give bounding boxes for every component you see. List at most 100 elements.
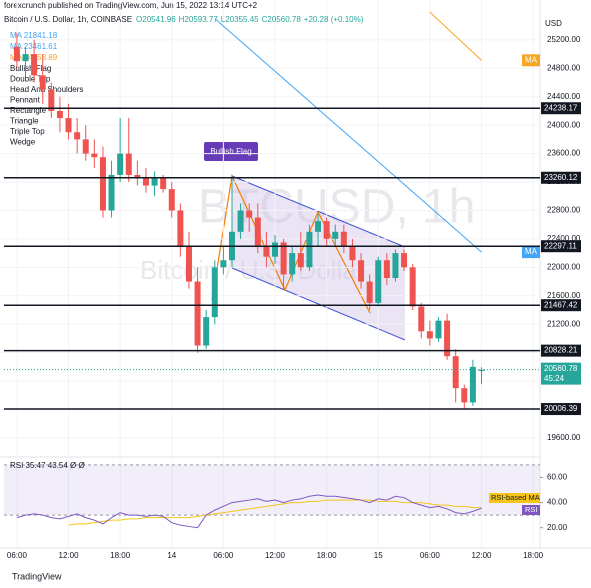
candle-body: [48, 89, 55, 111]
x-tick-label: 18:00: [317, 551, 338, 560]
candle-body: [263, 246, 270, 257]
level-label: 23260.12: [544, 173, 578, 182]
candle-body: [469, 366, 476, 403]
ma-label: MA: [525, 55, 538, 64]
moving-average: [214, 18, 482, 253]
candle-body: [39, 75, 46, 90]
level-label: 20006.39: [544, 404, 578, 413]
candle-body: [435, 320, 442, 339]
candle-body: [272, 242, 279, 257]
level-label-box: [541, 102, 581, 115]
legend-text: Rectangle: [10, 106, 47, 115]
candle-body: [254, 217, 261, 247]
x-tick-label: 18:00: [110, 551, 131, 560]
level-label-box: [541, 171, 581, 184]
ma-label: MA: [525, 247, 538, 256]
candle-body: [65, 118, 72, 133]
y-tick-label: 24000.00: [547, 120, 581, 129]
y-tick-label: 21600.00: [547, 291, 581, 300]
legend-text: Pennant: [10, 96, 41, 105]
price-label: 20560.78: [544, 364, 578, 373]
watermark: Bitcoin / U.S. Dollar: [140, 255, 366, 285]
y-tick-label: 40.00: [547, 498, 568, 507]
x-tick-label: 12:00: [471, 551, 492, 560]
candle-body: [375, 260, 382, 303]
candle-body: [444, 320, 451, 357]
candle-body: [383, 260, 390, 278]
candle-body: [134, 174, 141, 179]
legend-text: C20560.78: [262, 15, 302, 24]
annotation-box: [204, 142, 258, 161]
candle-body: [366, 281, 373, 303]
channel-line: [231, 267, 406, 341]
level-label-box: [541, 403, 581, 416]
level-label-box: [541, 344, 581, 357]
candle-body: [289, 253, 296, 275]
legend-text: Bitcoin / U.S. Dollar, 1h, COINBASE: [4, 15, 132, 24]
moving-average: [429, 11, 482, 61]
legend-text: O20541.96: [136, 15, 176, 24]
y-tick-label: 22800.00: [547, 206, 581, 215]
x-tick-label: 12:00: [265, 551, 286, 560]
y-tick-label: 22400.00: [547, 234, 581, 243]
legend-text: Double Top: [10, 75, 51, 84]
candle-body: [409, 267, 416, 307]
candle-body: [117, 153, 124, 175]
y-tick-label: 25200.00: [547, 35, 581, 44]
rsi-line: [16, 494, 482, 529]
y-tick-label: 19600.00: [547, 433, 581, 442]
candle-body: [220, 260, 227, 268]
candle-body: [246, 210, 253, 218]
annotation: Bullish Flag: [210, 147, 251, 156]
candle-body: [108, 174, 115, 211]
ma-label-box: [522, 246, 540, 259]
candle-body: [237, 210, 244, 232]
level-label: 22297.11: [544, 241, 577, 250]
legend-text: H20593.77: [179, 15, 219, 24]
channel-line: [231, 175, 406, 248]
candle-body: [13, 46, 20, 62]
legend-text: Wedge: [10, 138, 36, 147]
candle-body: [306, 231, 313, 268]
candle-body: [392, 253, 399, 278]
candle-body: [211, 267, 218, 318]
candle-body: [297, 253, 304, 268]
level-label: 24238.17: [544, 103, 578, 112]
ma-label-box: [522, 54, 540, 67]
candle-body: [461, 388, 468, 403]
y-tick-label: 60.00: [547, 473, 568, 482]
header: forexcrunch published on TradingView.com…: [4, 1, 258, 10]
candle-body: [478, 369, 485, 371]
candle-body: [315, 221, 322, 232]
x-tick-label: 15: [374, 551, 383, 560]
candle-body: [160, 178, 167, 190]
x-tick-label: 18:00: [523, 551, 544, 560]
candle-body: [418, 306, 425, 332]
candle-body: [74, 132, 81, 140]
y-tick-label: 24800.00: [547, 63, 581, 72]
series-label-box: [489, 493, 540, 503]
candle-body: [31, 54, 38, 76]
series-label: RSI: [525, 505, 538, 514]
candle-body: [426, 331, 433, 339]
x-tick-label: 12:00: [59, 551, 80, 560]
level-label: 20828.21: [544, 346, 578, 355]
legend-text: +20.28 (+0.10%): [304, 15, 364, 24]
y-tick-label: 24400.00: [547, 92, 581, 101]
candle-body: [194, 281, 201, 346]
series-label: RSI-based MA: [491, 493, 540, 502]
candle-body: [142, 178, 149, 186]
y-tick-label: 22000.00: [547, 262, 581, 271]
candle-body: [91, 153, 98, 158]
candle-body: [349, 246, 356, 261]
legend-text: Bullish Flag: [10, 64, 51, 73]
candle-body: [323, 221, 330, 239]
series-label-box: [522, 505, 540, 515]
candle-body: [56, 110, 63, 119]
x-tick-label: 06:00: [7, 551, 28, 560]
legend-text: Triangle: [10, 117, 39, 126]
x-tick-label: 06:00: [213, 551, 234, 560]
rsi-band: [4, 464, 540, 516]
